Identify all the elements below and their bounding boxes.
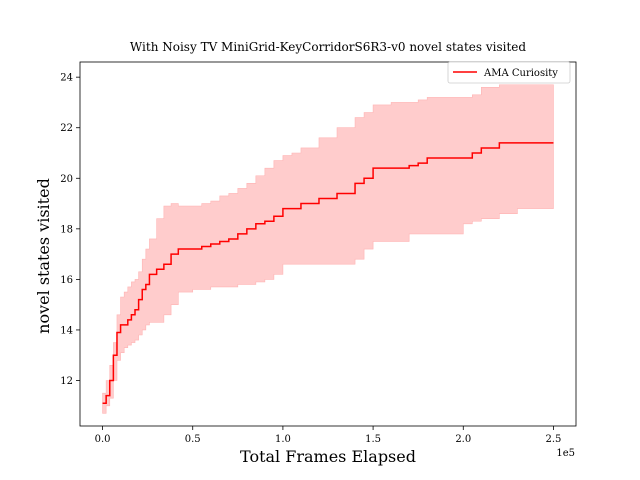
x-tick-label: 0.5	[185, 434, 201, 445]
y-axis-ticks: 12 14 16 18 20 22 24	[60, 73, 80, 387]
y-axis-label: novel states visited	[34, 178, 53, 334]
x-tick-label: 2.5	[546, 434, 562, 445]
y-tick-label: 14	[60, 325, 73, 336]
y-tick-label: 22	[60, 123, 73, 134]
y-tick-label: 12	[60, 376, 73, 387]
x-axis-ticks: 0.0 0.5 1.0 1.5 2.0 2.5	[95, 426, 562, 445]
y-tick-label: 20	[60, 174, 73, 185]
confidence-band	[102, 84, 554, 414]
x-tick-label: 1.5	[365, 434, 381, 445]
x-tick-label: 1.0	[275, 434, 291, 445]
plot-area: 0.0 0.5 1.0 1.5 2.0 2.5 12 14 16 18 20 22 24	[60, 61, 577, 445]
x-axis-offset-label: 1e5	[556, 448, 575, 459]
legend-entry-ama-curiosity: AMA Curiosity	[483, 68, 558, 79]
y-tick-label: 18	[60, 224, 73, 235]
x-tick-label: 0.0	[95, 434, 111, 445]
y-tick-label: 16	[60, 275, 73, 286]
axes-frame	[79, 61, 577, 427]
x-tick-label: 2.0	[455, 434, 471, 445]
series-line	[102, 142, 554, 404]
x-axis-label: Total Frames Elapsed	[240, 447, 416, 466]
chart-title: With Noisy TV MiniGrid-KeyCorridorS6R3-v…	[130, 40, 526, 54]
legend: AMA Curiosity	[447, 61, 571, 84]
y-tick-label: 24	[60, 73, 73, 84]
legend-box	[447, 61, 571, 84]
